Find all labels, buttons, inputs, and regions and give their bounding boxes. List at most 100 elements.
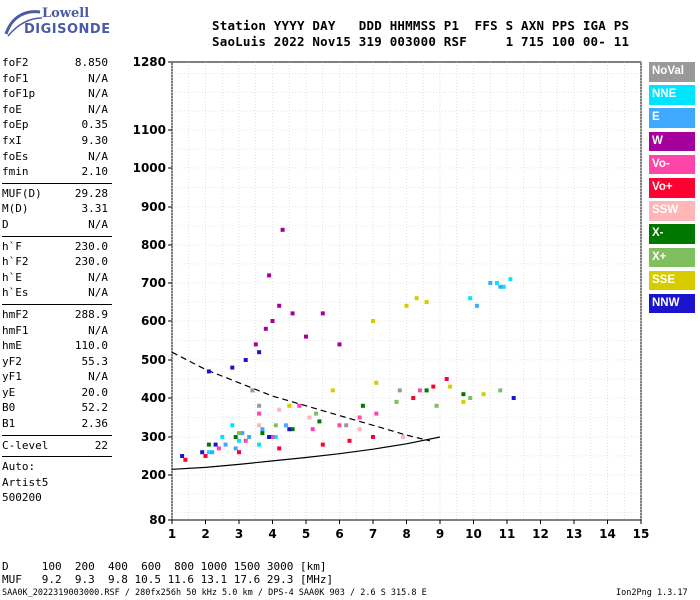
data-point-nne [257, 442, 262, 447]
param-label: h`E [2, 270, 22, 284]
param-row: MUF(D) 29.28 [2, 187, 112, 203]
data-point-e [488, 281, 493, 285]
param-label: B1 [2, 417, 16, 431]
data-point-ssw [357, 427, 362, 432]
param-row: foF1p N/A [2, 87, 112, 103]
data-point-x [394, 399, 399, 404]
x-tick-label: 6 [335, 527, 343, 541]
profile-solid-line [171, 436, 441, 470]
param-row: hmE 110.0 [2, 339, 112, 355]
data-point-w [263, 326, 268, 331]
data-point-vo [374, 411, 379, 416]
param-row: B1 2.36 [2, 417, 112, 433]
data-point-nnw [200, 450, 205, 455]
param-label: h`F [2, 239, 22, 253]
data-point-w [270, 319, 275, 323]
data-point-ssw [307, 415, 312, 420]
swoosh-icon [4, 10, 43, 37]
data-point-sse [448, 384, 453, 389]
y-tick-label: 800 [141, 238, 166, 252]
lowell-digisonde-logo: Lowell DIGISONDE [4, 6, 124, 42]
data-point-vo [203, 454, 208, 458]
data-point-nnw [206, 369, 211, 374]
data-point-x [468, 396, 473, 400]
x-tick-label: 14 [599, 527, 616, 541]
data-point-x [314, 411, 318, 416]
data-point-x [461, 392, 466, 397]
data-point-w [320, 311, 325, 316]
header-columns-row: Station YYYY DAY DDD HHMMSS P1 FFS S AXN… [212, 18, 630, 33]
data-point-sse [371, 319, 375, 323]
data-point-vo [216, 446, 221, 451]
legend-item: NNW [649, 293, 695, 314]
param-label: yE [2, 385, 16, 399]
param-row: yE 20.0 [2, 386, 112, 402]
data-point-sse [414, 296, 419, 301]
param-row: D N/A [2, 218, 112, 234]
param-value: N/A [88, 149, 108, 163]
data-point-vo [310, 427, 315, 432]
separator [2, 303, 112, 305]
param-value: 230.0 [74, 239, 108, 253]
param-value: 8.850 [74, 56, 108, 69]
data-point-e [474, 303, 479, 308]
param-row: h`F2 230.0 [2, 255, 112, 271]
param-label: foF2 [2, 56, 29, 69]
param-label: MUF(D) [2, 186, 42, 200]
legend-item: Vo- [649, 154, 695, 175]
param-row: yF2 55.3 [2, 355, 112, 371]
param-label: foF1 [2, 71, 29, 85]
data-point-x [260, 431, 265, 436]
data-point-vo [337, 423, 342, 428]
data-point-x [206, 442, 211, 447]
param-label: foF1p [2, 87, 36, 101]
data-point-x [273, 423, 278, 428]
param-label: h`Es [2, 286, 29, 300]
data-point-x [317, 419, 322, 424]
param-value: N/A [88, 87, 108, 101]
data-point-x [498, 388, 503, 393]
param-value: 2.10 [81, 165, 109, 179]
data-point-sse [287, 403, 292, 408]
x-tick-label: 13 [566, 527, 583, 541]
param-label: hmF2 [2, 307, 29, 321]
data-point-nne [220, 435, 225, 439]
y-tick-label: 600 [141, 314, 166, 328]
data-point-sse [424, 300, 429, 304]
data-point-sse [374, 380, 379, 385]
data-point-e [223, 442, 228, 447]
param-label: B0 [2, 401, 16, 415]
data-point-vo [277, 446, 282, 451]
data-point-vo [243, 438, 248, 443]
data-point-e [240, 431, 245, 436]
param-value: 52.2 [81, 401, 109, 415]
muf-row: MUF 9.2 9.3 9.8 10.5 11.6 13.1 17.6 29.3… [2, 573, 334, 586]
data-point-vo [431, 384, 436, 389]
y-tick-label: 1000 [133, 161, 166, 175]
param-value: 9.30 [81, 133, 109, 147]
note-line: Artist5 [2, 475, 49, 489]
param-value: 29.28 [74, 186, 108, 200]
param-label: D [2, 217, 9, 231]
legend-item: Vo+ [649, 177, 695, 198]
note-line: Auto: [2, 460, 36, 474]
data-point-nne [206, 450, 211, 455]
data-point-vo [411, 396, 416, 400]
param-label: foEp [2, 118, 29, 132]
legend-item: NNE [649, 85, 695, 105]
data-point-noval [250, 388, 255, 393]
data-point-vo [347, 438, 352, 443]
legend-item: SSW [649, 201, 695, 221]
data-point-nnw [257, 350, 262, 355]
data-point-e [247, 435, 252, 439]
data-point-nnw [267, 435, 272, 439]
data-point-w [337, 342, 342, 347]
y-tick-label: 900 [141, 200, 166, 214]
data-point-e [210, 450, 215, 455]
note-line: 500200 [2, 491, 42, 505]
param-row: C-level 22 [2, 439, 112, 455]
y-tick-label: 1100 [133, 123, 166, 137]
x-tick-label: 3 [235, 527, 243, 541]
param-label: fmin [2, 165, 29, 179]
